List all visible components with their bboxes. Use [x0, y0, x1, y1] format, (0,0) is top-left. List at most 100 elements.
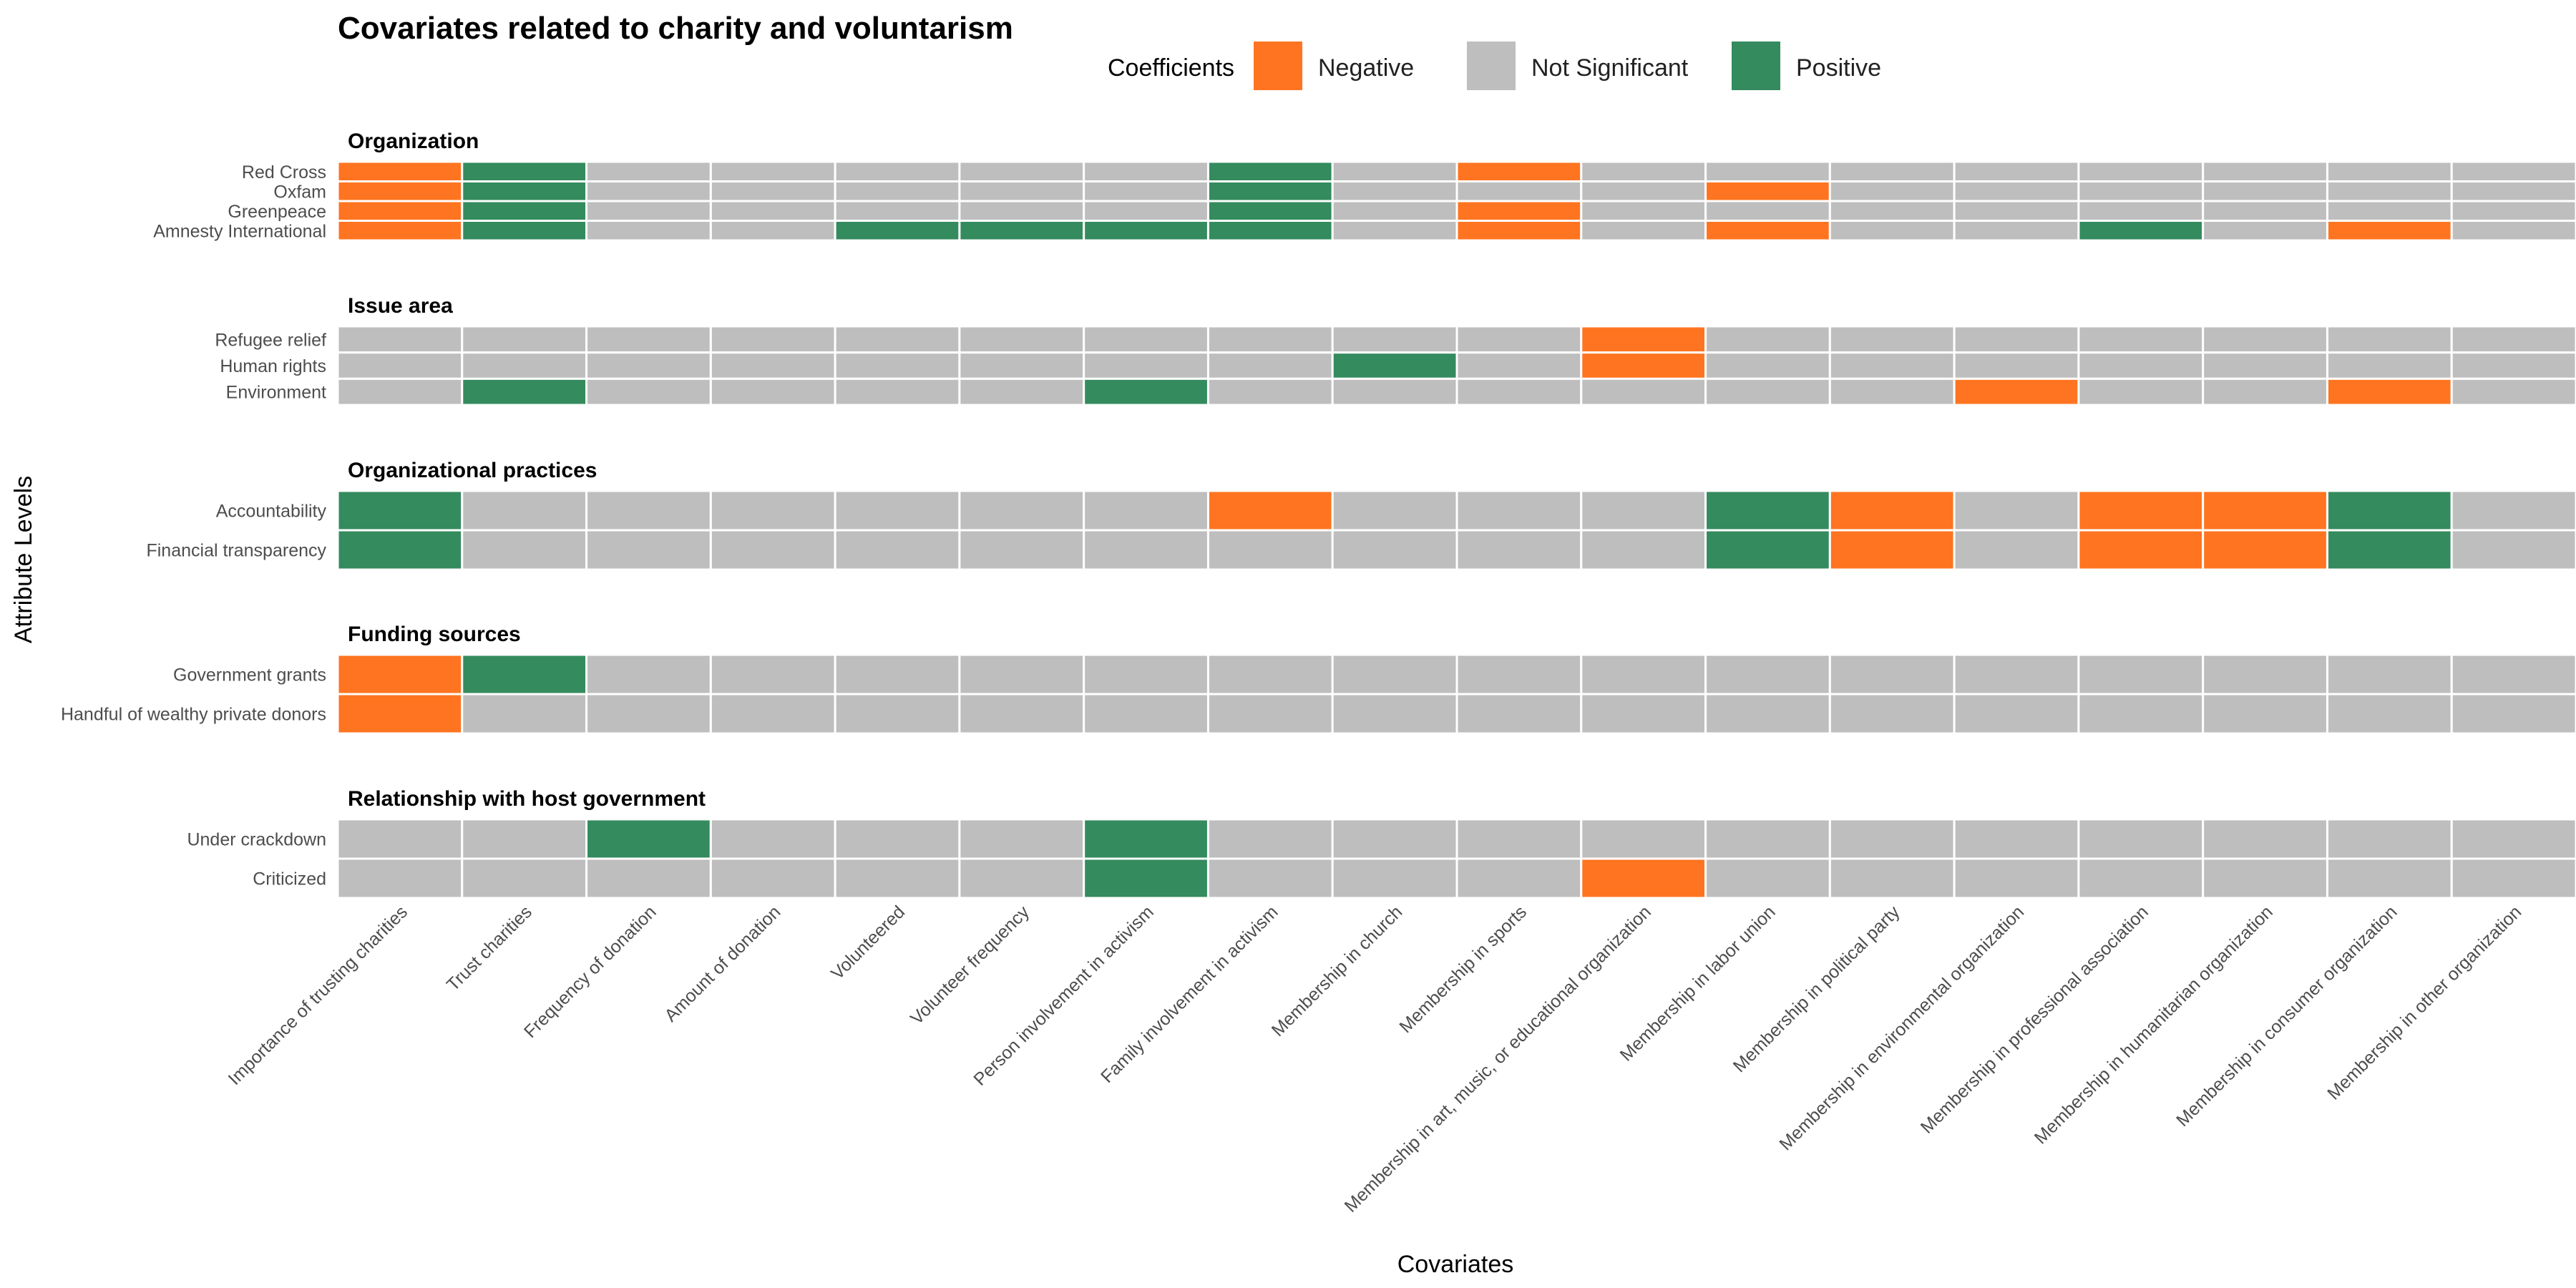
heatmap-cell: [709, 529, 836, 571]
legend-key-positive: [1732, 42, 1780, 90]
legend-key-negative: [1254, 42, 1302, 90]
heatmap-cell: [958, 529, 1085, 571]
row-label: Accountability: [216, 502, 327, 522]
heatmap-cell: [834, 693, 961, 735]
heatmap-cell: [1828, 200, 1956, 222]
heatmap-cell: [2077, 818, 2205, 860]
heatmap-cell: [336, 180, 464, 203]
row-label: Greenpeace: [228, 202, 326, 222]
row-label: Oxfam: [273, 182, 326, 202]
heatmap-cell: [2326, 653, 2453, 696]
x-tick-label: Membership in humanitarian organization: [2031, 902, 2277, 1148]
heatmap-cell: [2077, 693, 2205, 735]
heatmap-cell: [461, 529, 588, 571]
heatmap-cell: [2326, 818, 2453, 860]
heatmap-cell: [1206, 160, 1334, 182]
x-axis-tick-labels: Importance of trusting charities Trust ch…: [225, 902, 2526, 1216]
heatmap-cell: [2202, 529, 2328, 571]
heatmap-cell: [1828, 653, 1956, 696]
heatmap-cell: [2326, 489, 2453, 532]
x-tick-label: Membership in consumer organization: [2172, 902, 2401, 1130]
heatmap-cell: [2326, 377, 2453, 406]
heatmap-cell: [1580, 489, 1707, 532]
heatmap-cell: [2450, 160, 2576, 182]
heatmap-cell: [1331, 180, 1458, 203]
heatmap-cell: [1580, 377, 1707, 406]
heatmap-cell: [1083, 200, 1209, 222]
heatmap-cell: [709, 351, 836, 380]
heatmap-cell: [958, 325, 1085, 354]
heatmap-cell: [336, 653, 464, 696]
heatmap-cell: [1206, 857, 1334, 899]
heatmap-cell: [1206, 220, 1334, 242]
heatmap-cell: [1580, 529, 1707, 571]
y-axis-title: Attribute Levels: [10, 476, 37, 643]
heatmap-cell: [1206, 180, 1334, 203]
heatmap-cell: [1704, 325, 1831, 354]
heatmap-cell: [1331, 200, 1458, 222]
heatmap-cell: [1455, 200, 1583, 222]
x-tick-label: Membership in sports: [1395, 902, 1531, 1037]
heatmap-cell: [336, 220, 464, 242]
facet-panel: Funding sources Government grants Handful …: [61, 623, 2576, 735]
heatmap-cell: [2077, 489, 2205, 532]
facet-title: Organization: [348, 130, 479, 153]
heatmap-cell: [2326, 200, 2453, 222]
heatmap-cell: [1206, 693, 1334, 735]
heatmap-cell: [2077, 220, 2205, 242]
heatmap-cell: [1083, 160, 1209, 182]
heatmap-cell: [2450, 325, 2576, 354]
heatmap-cell: [1455, 857, 1583, 899]
heatmap-cell: [1704, 693, 1831, 735]
heatmap-cell: [709, 653, 836, 696]
chart-title: Covariates related to charity and volunt…: [338, 11, 1013, 46]
heatmap-cell: [336, 200, 464, 222]
heatmap-cell: [461, 220, 588, 242]
heatmap-cell: [1206, 325, 1334, 354]
heatmap-cell: [1455, 818, 1583, 860]
heatmap-cell: [2202, 818, 2328, 860]
facet-panel: Organizational practices Accountability Fi…: [146, 459, 2576, 571]
heatmap-cell: [958, 818, 1085, 860]
heatmap-cell: [1083, 325, 1209, 354]
heatmap-cell: [1206, 489, 1334, 532]
heatmap-cell: [1331, 377, 1458, 406]
heatmap-cell: [709, 180, 836, 203]
heatmap-cell: [1704, 489, 1831, 532]
x-tick-label: Frequency of donation: [520, 902, 660, 1042]
heatmap-cell: [1953, 325, 2080, 354]
heatmap-cell: [1206, 200, 1334, 222]
heatmap-cell: [2450, 489, 2576, 532]
heatmap-cell: [1206, 529, 1334, 571]
heatmap-cell: [1828, 180, 1956, 203]
heatmap-cell: [709, 377, 836, 406]
heatmap-cell: [2077, 160, 2205, 182]
heatmap-cell: [1331, 653, 1458, 696]
heatmap-cell: [2077, 529, 2205, 571]
heatmap-cell: [709, 160, 836, 182]
heatmap-cell: [1455, 529, 1583, 571]
heatmap-cell: [2202, 653, 2328, 696]
x-tick-label: Volunteer frequency: [907, 902, 1033, 1028]
heatmap-cell: [585, 489, 712, 532]
heatmap-cell: [2326, 529, 2453, 571]
heatmap-cell: [958, 220, 1085, 242]
heatmap-cell: [585, 220, 712, 242]
heatmap-cell: [1331, 818, 1458, 860]
heatmap-cell: [1455, 693, 1583, 735]
row-label: Financial transparency: [146, 541, 326, 561]
heatmap-cell: [1580, 220, 1707, 242]
heatmap-cell: [585, 857, 712, 899]
heatmap-cell: [461, 351, 588, 380]
heatmap-cell: [958, 377, 1085, 406]
heatmap-cell: [1331, 160, 1458, 182]
heatmap-cell: [2450, 693, 2576, 735]
x-tick-label: Membership in environmental organization: [1775, 902, 2028, 1154]
heatmap-cell: [2077, 377, 2205, 406]
heatmap-cell: [1953, 653, 2080, 696]
heatmap-cell: [834, 489, 961, 532]
heatmap-cell: [2202, 693, 2328, 735]
heatmap-cell: [585, 529, 712, 571]
heatmap-cell: [958, 200, 1085, 222]
